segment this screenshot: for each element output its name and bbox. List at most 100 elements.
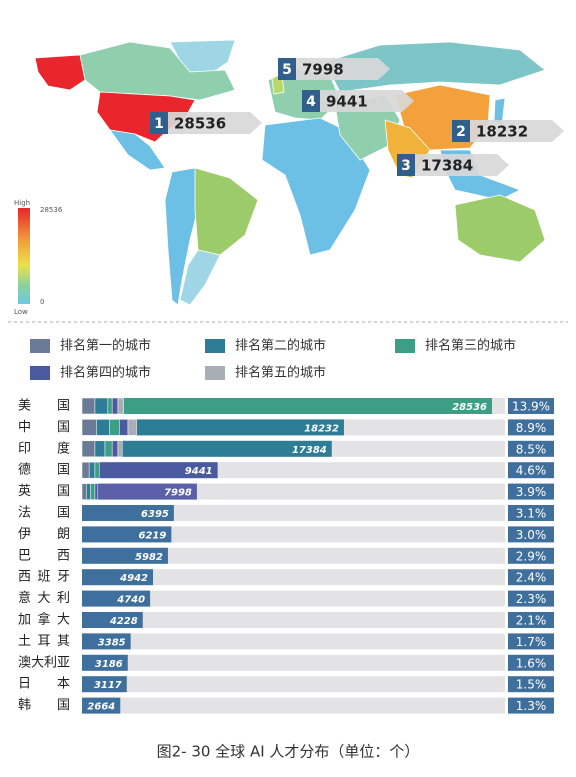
africa — [261, 117, 371, 256]
city-segment — [81, 483, 87, 500]
bar — [82, 462, 218, 479]
bar — [82, 697, 121, 714]
callout-rank: 3 — [401, 158, 411, 174]
callout-arrow — [397, 154, 509, 176]
bar — [82, 654, 128, 671]
legend-swatch — [205, 339, 225, 353]
value-label: 4228 — [109, 616, 138, 627]
bar — [82, 547, 168, 564]
legend-swatch — [30, 366, 50, 380]
category-label: 意大利 — [18, 590, 70, 606]
share-label: 1.5% — [516, 678, 547, 692]
bar-background — [82, 676, 505, 693]
share-box — [508, 419, 554, 436]
category-label: 巴西 — [18, 548, 70, 563]
bar — [82, 590, 151, 607]
share-box — [508, 440, 554, 457]
city-segment — [81, 397, 96, 415]
share-box — [508, 676, 554, 693]
city-segment — [109, 419, 120, 436]
mexico — [109, 129, 166, 171]
callout-arrow — [452, 120, 564, 142]
share-box — [508, 633, 554, 650]
share-box — [508, 483, 554, 500]
city-segment — [127, 419, 137, 436]
city-segment — [94, 440, 106, 458]
bar-background — [82, 547, 505, 564]
value-label: 3385 — [98, 637, 126, 648]
value-label: 3186 — [95, 659, 123, 670]
share-box — [508, 505, 554, 521]
share-label: 2.1% — [516, 614, 547, 628]
city-segment — [94, 397, 109, 415]
category-label: 澳大利亚 — [18, 654, 70, 670]
share-label: 8.9% — [516, 421, 547, 435]
share-box — [508, 569, 554, 586]
legend-swatch — [205, 366, 225, 380]
value-label: 5982 — [135, 552, 163, 563]
australia — [454, 194, 546, 263]
city-segment — [81, 440, 96, 458]
brazil — [194, 167, 259, 256]
legend-swatch — [395, 339, 415, 353]
legend-swatch — [30, 339, 50, 353]
share-label: 1.3% — [516, 699, 547, 713]
category-label: 德国 — [18, 463, 70, 478]
share-box — [508, 612, 554, 628]
city-segment — [117, 397, 124, 415]
share-label: 8.5% — [516, 442, 547, 456]
category-label: 印度 — [18, 440, 70, 456]
share-box — [508, 654, 554, 671]
bar — [82, 505, 174, 521]
city-segment — [86, 483, 91, 500]
callout-value: 17384 — [421, 157, 473, 175]
caption: 图2- 30 全球 AI 人才分布（单位：个） — [157, 743, 420, 761]
callout-rank: 1 — [154, 116, 164, 132]
bar — [82, 483, 197, 500]
bar-background — [82, 569, 505, 586]
argentina — [179, 249, 221, 306]
callout-arrow — [302, 90, 414, 112]
category-label: 加拿大 — [18, 612, 70, 628]
callout-rank: 2 — [456, 124, 466, 140]
share-label: 3.1% — [516, 507, 547, 521]
category-label: 日本 — [18, 677, 70, 692]
share-label: 1.7% — [516, 635, 547, 649]
share-box — [508, 590, 554, 607]
callout-value: 28536 — [174, 115, 226, 133]
alaska — [34, 54, 86, 91]
share-box — [508, 697, 554, 714]
city-segment — [81, 419, 97, 436]
scale-high: High — [14, 199, 30, 207]
bar — [82, 569, 154, 586]
legend-label: 排名第五的城市 — [235, 365, 326, 381]
callout-value: 9441 — [326, 93, 368, 111]
value-label: 4942 — [119, 573, 148, 584]
share-label: 3.9% — [516, 485, 547, 499]
city-segment — [107, 397, 113, 415]
value-label: 28536 — [452, 402, 487, 413]
city-segment — [111, 440, 119, 458]
bar — [82, 398, 492, 414]
value-label: 3117 — [94, 680, 122, 691]
bar-background — [82, 612, 505, 628]
city-segment — [94, 483, 99, 500]
callout-value: 7998 — [302, 61, 344, 79]
value-label: 6395 — [141, 509, 169, 520]
bar-background — [82, 590, 505, 607]
callout-rank: 4 — [306, 94, 316, 110]
bar — [82, 419, 344, 436]
category-label: 美国 — [18, 399, 70, 414]
category-label: 伊朗 — [18, 527, 70, 542]
city-segment — [94, 461, 100, 479]
city-segment — [81, 461, 90, 479]
city-segment — [96, 419, 110, 436]
category-label: 韩国 — [18, 698, 70, 713]
bar-background — [82, 654, 505, 671]
legend-label: 排名第二的城市 — [235, 338, 326, 354]
canada — [79, 41, 236, 101]
callout-rank-box — [397, 154, 415, 176]
bar-background — [82, 505, 505, 521]
value-label: 18232 — [304, 423, 339, 434]
bar — [82, 526, 172, 543]
